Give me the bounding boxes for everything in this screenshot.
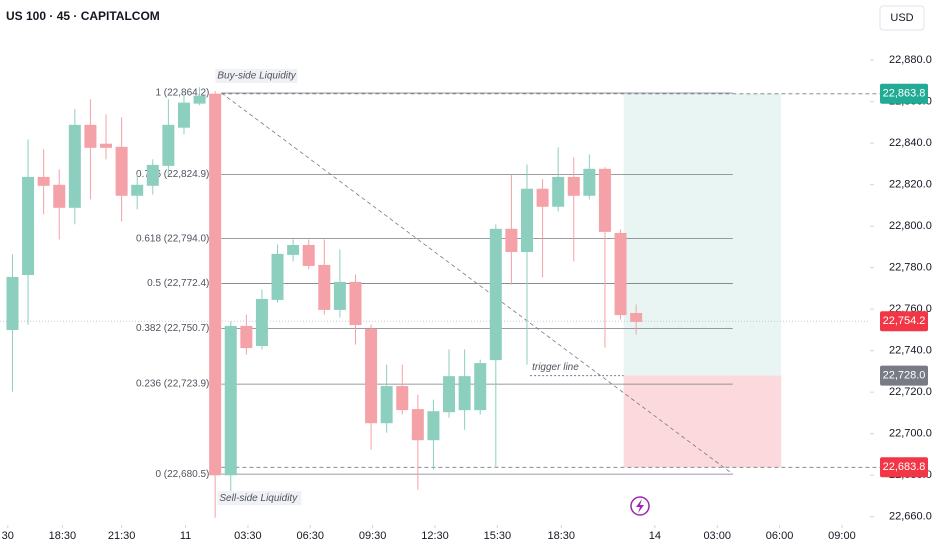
chart-title: US 100 · 45 · CAPITALCOM xyxy=(6,9,160,23)
candle-body xyxy=(162,124,175,166)
currency[interactable]: USD xyxy=(890,12,913,24)
candle-body xyxy=(333,281,346,310)
candle-body xyxy=(84,124,97,148)
candle-body xyxy=(68,124,81,208)
candle-body xyxy=(520,188,533,253)
fib-label: 0.618 (22,794.0) xyxy=(136,233,209,244)
price-tag-label: 22,754.2 xyxy=(883,315,926,327)
candle-body xyxy=(458,376,471,411)
target-zone xyxy=(623,93,782,376)
price-tag xyxy=(880,365,928,386)
buy-side-label: Buy-side Liquidity xyxy=(217,71,296,82)
price-tag-label: 22,683.8 xyxy=(883,461,926,473)
fib-label: 0 (22,680.5) xyxy=(155,469,209,480)
price-tag xyxy=(880,311,928,332)
currency-box[interactable] xyxy=(879,5,925,31)
x-tick-label: 21:30 xyxy=(108,530,136,542)
candle-body xyxy=(131,184,144,196)
candle-body xyxy=(489,228,502,361)
x-tick-label: 06:00 xyxy=(766,530,794,542)
candle-body xyxy=(443,376,456,413)
label-bg xyxy=(215,68,298,83)
candle-body xyxy=(614,232,627,316)
candle-body xyxy=(427,411,440,441)
candle-body xyxy=(22,176,35,276)
y-tick-label: 22,840.0 xyxy=(889,137,932,149)
candle-body xyxy=(474,363,487,411)
price-tag xyxy=(880,457,928,478)
y-tick-label: 22,720.0 xyxy=(889,386,932,398)
candle-body xyxy=(224,325,237,476)
candle-body xyxy=(115,146,128,196)
candle-body xyxy=(53,184,66,208)
candle-body xyxy=(380,386,393,424)
x-tick-label: 03:00 xyxy=(703,530,731,542)
stop-zone xyxy=(623,375,782,468)
candle-body xyxy=(583,168,596,196)
candle-body xyxy=(193,95,206,104)
candle-body xyxy=(396,386,409,411)
candle-body xyxy=(146,164,159,186)
fib-label: 0.5 (22,772.4) xyxy=(147,278,209,289)
x-tick-label: 18:30 xyxy=(548,530,576,542)
x-tick-label: 03:30 xyxy=(234,530,262,542)
y-tick-label: 22,660.0 xyxy=(889,511,932,523)
price-tag-label: 22,728.0 xyxy=(883,369,926,381)
fib-label: 0.236 (22,723.9) xyxy=(136,379,209,390)
candle-body xyxy=(567,176,580,196)
candle-body xyxy=(365,329,378,424)
fib-label: 1 (22,864.2) xyxy=(155,88,209,99)
x-tick-label: 09:00 xyxy=(828,530,856,542)
candle-body xyxy=(349,281,362,326)
y-tick-label: 22,780.0 xyxy=(889,262,932,274)
price-tag xyxy=(880,83,928,104)
trigger-label: trigger line xyxy=(532,362,579,373)
candle-body xyxy=(318,264,331,310)
fib-label: 0.786 (22,824.9) xyxy=(136,169,209,180)
candle-body xyxy=(411,409,424,441)
y-tick-label: 22,820.0 xyxy=(889,179,932,191)
x-tick-label: 09:30 xyxy=(359,530,387,542)
x-tick-label: 14 xyxy=(649,530,661,542)
candle-body xyxy=(536,188,549,207)
price-tag-label: 22,863.8 xyxy=(883,88,926,100)
candle-body xyxy=(598,168,611,232)
candle-body xyxy=(255,298,268,347)
x-tick-label: 12:30 xyxy=(421,530,449,542)
y-tick-label: 22,880.0 xyxy=(889,54,932,66)
candle-body xyxy=(302,244,315,266)
candle-body xyxy=(177,102,190,128)
x-tick-label: 18:30 xyxy=(49,530,77,542)
sell-side-label: Sell-side Liquidity xyxy=(219,493,298,504)
candle-body xyxy=(505,228,518,253)
x-tick-label: 30 xyxy=(2,530,14,542)
event-icon[interactable] xyxy=(630,496,650,516)
y-tick-label: 22,700.0 xyxy=(889,428,932,440)
candle-body xyxy=(37,176,50,186)
candle-body xyxy=(552,176,565,207)
candle-body xyxy=(287,244,300,255)
label-bg xyxy=(217,491,302,506)
y-tick-label: 22,740.0 xyxy=(889,345,932,357)
y-tick-label: 22,800.0 xyxy=(889,220,932,232)
candle-body xyxy=(240,325,253,349)
fib-label: 0.382 (22,750.7) xyxy=(136,323,209,334)
candle-body xyxy=(630,313,643,322)
x-tick-label: 06:30 xyxy=(297,530,325,542)
x-tick-label: 11 xyxy=(180,530,191,542)
fib-trend xyxy=(221,92,734,475)
candle-body xyxy=(209,93,222,476)
candle-body xyxy=(6,276,19,331)
candle-body xyxy=(100,143,113,148)
candle-body xyxy=(271,253,284,300)
x-tick-label: 15:30 xyxy=(484,530,512,542)
plot: 22,660.022,680.022,700.022,720.022,740.0… xyxy=(0,54,932,542)
